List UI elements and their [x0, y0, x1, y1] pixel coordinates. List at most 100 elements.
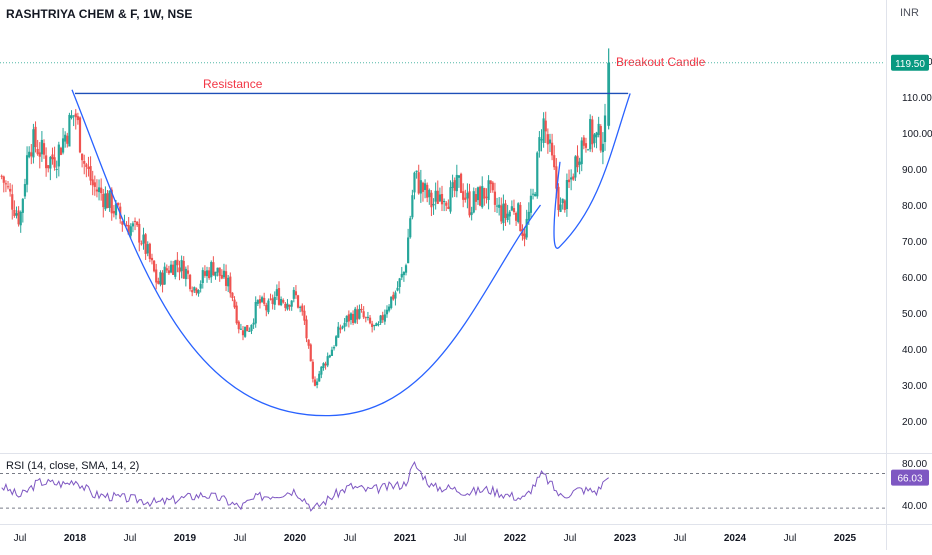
candle-body — [347, 314, 350, 322]
candle-body — [538, 137, 541, 152]
candle-body — [129, 226, 132, 236]
rsi-last-label: 66.03 — [897, 474, 922, 485]
x-tick-label: 2025 — [834, 533, 857, 544]
candle-body — [176, 259, 179, 266]
candle-body — [182, 260, 185, 279]
candle-body — [114, 203, 118, 216]
rsi-y-tick-label: 40.00 — [902, 501, 927, 512]
candle-body — [32, 129, 35, 158]
candle-body — [459, 173, 463, 193]
candle-body — [341, 326, 344, 329]
candle-body — [582, 137, 585, 146]
candle-body — [161, 272, 164, 286]
annotation-layer: Resistance Breakout Candle 119.50 66.03 — [0, 54, 929, 486]
candle-body — [66, 135, 69, 144]
candle-body — [394, 292, 397, 299]
x-tick-label: Jul — [674, 533, 687, 544]
candle-body — [235, 305, 238, 324]
candle-body — [212, 262, 215, 276]
handle-curve — [553, 93, 631, 249]
candle-body — [303, 310, 306, 321]
candle-body — [373, 324, 376, 326]
candle-body — [356, 309, 359, 320]
candle-body — [443, 200, 446, 202]
candle-body — [487, 180, 490, 200]
candle-body — [540, 139, 543, 141]
candle-body — [360, 308, 363, 311]
resistance-label: Resistance — [203, 77, 263, 91]
candle-body — [464, 197, 467, 200]
candle-body — [506, 213, 509, 221]
candle-body — [407, 237, 410, 264]
candle-body — [38, 152, 41, 157]
candle-body — [110, 189, 113, 214]
x-tick-label: Jul — [564, 533, 577, 544]
candle-body — [193, 287, 196, 291]
candle-body — [70, 115, 73, 119]
candle-body — [214, 271, 217, 277]
candle-body — [197, 289, 200, 294]
candle-body — [504, 203, 507, 218]
candle-body — [53, 157, 56, 168]
candle-body — [127, 224, 130, 235]
candle-body — [284, 303, 287, 308]
candle-body — [390, 296, 393, 308]
candle-body — [246, 325, 249, 332]
candle-body — [589, 118, 592, 150]
candle-body — [199, 283, 202, 289]
candle-body — [419, 180, 422, 194]
candle-body — [559, 204, 562, 212]
candle-body — [466, 192, 469, 199]
candle-body — [142, 234, 145, 244]
candle-body — [591, 119, 594, 145]
candle-body — [178, 267, 181, 273]
candle-body — [237, 321, 240, 330]
candle-body — [523, 233, 526, 240]
candle-body — [19, 211, 22, 226]
candle-body — [49, 156, 52, 169]
candle-body — [563, 200, 566, 210]
candle-body — [495, 205, 499, 207]
candle-body — [449, 187, 452, 212]
candle-body — [74, 113, 77, 118]
candle-body — [368, 317, 372, 324]
candle-body — [349, 313, 353, 320]
candle-body — [191, 290, 194, 293]
candle-body — [256, 300, 259, 304]
candle-body — [144, 234, 147, 254]
candle-body — [542, 118, 545, 143]
candle-body — [400, 273, 403, 278]
candle-body — [210, 261, 213, 278]
candle-body — [17, 210, 20, 225]
candle-body — [263, 297, 266, 304]
candle-body — [493, 191, 497, 205]
candle-body — [51, 154, 54, 160]
candle-body — [83, 160, 86, 164]
candle-body — [174, 260, 177, 277]
candle-body — [87, 166, 90, 169]
candle-body — [453, 180, 456, 191]
x-tick-label: 2018 — [64, 533, 87, 544]
candle-body — [288, 304, 291, 307]
candle-body — [413, 172, 416, 193]
y-tick-label: 30.00 — [902, 381, 927, 392]
candle-body — [186, 270, 190, 274]
candle-body — [201, 270, 204, 283]
candle-body — [421, 182, 425, 192]
candle-body — [180, 260, 183, 272]
candle-body — [603, 115, 607, 143]
y-tick-label: 90.00 — [902, 165, 927, 176]
candle-body — [485, 196, 488, 198]
candle-body — [362, 311, 365, 318]
candle-body — [78, 117, 82, 153]
candle-body — [157, 280, 160, 284]
candle-body — [557, 186, 560, 211]
candle-body — [81, 153, 84, 161]
candle-body — [371, 323, 374, 327]
candle-body — [483, 187, 486, 199]
candle-body — [472, 191, 475, 213]
candle-body — [6, 186, 10, 188]
candle-body — [36, 148, 39, 155]
